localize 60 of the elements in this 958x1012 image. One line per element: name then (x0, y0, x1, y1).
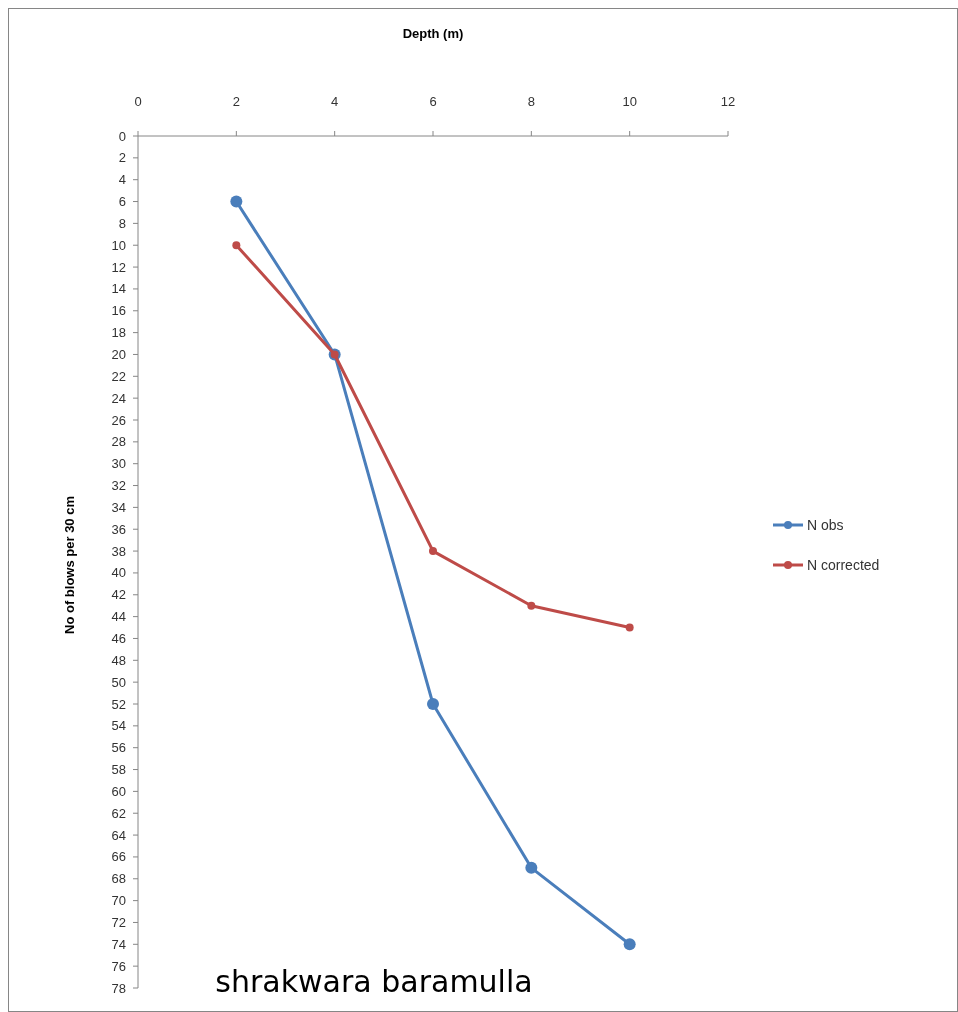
y-tick-label: 16 (111, 303, 126, 319)
y-tick-label: 24 (111, 390, 126, 406)
point (525, 861, 538, 874)
y-tick-label: 4 (118, 172, 126, 188)
y-tick-label: 0 (118, 128, 126, 144)
point (429, 547, 437, 556)
y-tick-label: 64 (111, 827, 126, 843)
y-tick-label: 72 (111, 915, 126, 931)
x-tick-label: 6 (429, 94, 437, 109)
y-tick-label: 14 (111, 281, 126, 297)
x-tick-label: 12 (720, 94, 736, 109)
x-tick-label: 0 (134, 94, 142, 109)
x-tick-label: 2 (232, 94, 240, 109)
x-tick-label: 8 (527, 94, 535, 109)
y-tick-label: 42 (111, 587, 126, 603)
y-tick-label: 10 (111, 237, 126, 253)
y-tick-label: 52 (111, 696, 126, 712)
y-tick-label: 22 (111, 368, 126, 384)
point (625, 623, 634, 632)
y-tick-label: 32 (111, 478, 126, 494)
point (427, 698, 439, 710)
y-tick-label: 68 (111, 871, 126, 887)
y-tick-label: 74 (111, 936, 126, 952)
legend-label: N corrected (807, 556, 880, 573)
y-tick-label: 46 (111, 631, 126, 647)
y-tick-label: 12 (111, 259, 126, 275)
y-tick-label: 28 (111, 434, 126, 450)
y-tick-label: 6 (118, 194, 126, 210)
x-tick-label: 4 (331, 94, 339, 109)
annotation: shrakwara baramulla (215, 964, 533, 999)
y-tick-label: 78 (111, 980, 126, 996)
y-tick-label: 56 (111, 740, 126, 756)
y-tick-label: 50 (111, 674, 126, 690)
y-tick-label: 66 (111, 849, 126, 865)
y-tick-label: 36 (111, 521, 126, 537)
y-tick-label: 48 (111, 652, 126, 668)
y-tick-label: 40 (111, 565, 126, 581)
x-axis-title: Depth (m) (402, 26, 464, 41)
y-tick-label: 2 (118, 150, 126, 166)
y-tick-label: 26 (111, 412, 126, 428)
y-tick-label: 70 (111, 893, 126, 909)
y-tick-label: 54 (111, 718, 126, 734)
point (230, 195, 243, 208)
y-tick-label: 30 (111, 456, 126, 472)
y-tick-label: 44 (111, 609, 126, 625)
y-axis-title: No of blows per 30 cm (62, 496, 77, 634)
y-tick-label: 76 (111, 958, 126, 974)
y-tick-label: 8 (118, 215, 126, 231)
point (623, 938, 636, 951)
y-tick-label: 34 (111, 499, 126, 515)
x-tick-label: 10 (622, 94, 637, 109)
point (232, 241, 241, 250)
y-tick-label: 38 (111, 543, 126, 559)
y-tick-label: 58 (111, 762, 126, 778)
y-tick-label: 18 (111, 325, 126, 341)
y-tick-label: 62 (111, 805, 126, 821)
y-tick-label: 20 (111, 347, 126, 363)
legend-label: N obs (807, 516, 844, 533)
point (527, 601, 536, 610)
y-tick-label: 60 (111, 783, 126, 799)
